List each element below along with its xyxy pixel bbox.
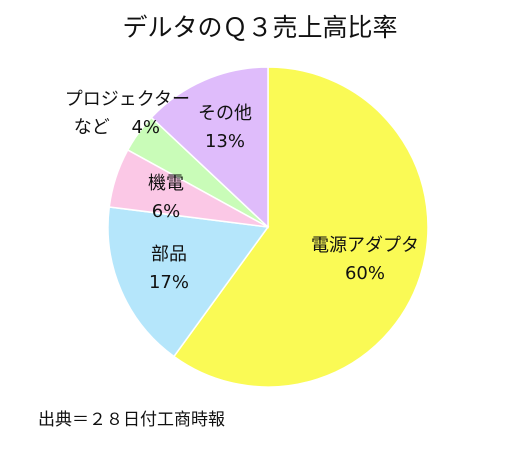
- chart-title: デルタのＱ３売上高比率: [122, 13, 398, 42]
- slice-name-projector: プロジェクター: [64, 89, 190, 110]
- slice-name-electromechanical: 機電: [148, 173, 184, 194]
- slice-name-other: その他: [198, 103, 252, 124]
- slice-power-adapter: [172, 66, 429, 388]
- slice-value-electromechanical: 6%: [151, 201, 181, 222]
- slice-value-other: 13%: [204, 131, 245, 152]
- slice-name-power-adapter: 電源アダプタ: [311, 235, 419, 256]
- slice-value-power-adapter: 60%: [344, 263, 385, 284]
- slice-parts: [107, 206, 270, 358]
- slice-name-projector-line2-wrap: など 4%: [40, 114, 190, 142]
- slice-name-parts: 部品: [151, 244, 187, 265]
- slice-label-other: その他 13%: [190, 100, 260, 156]
- source-note: 出典＝２８日付工商時報: [38, 410, 225, 430]
- slice-other: [150, 66, 269, 229]
- slice-value-parts: 17%: [148, 272, 189, 293]
- slice-label-electromechanical: 機電 6%: [131, 170, 201, 226]
- slice-name-projector-line2: など: [73, 117, 110, 138]
- slice-label-parts: 部品 17%: [134, 241, 204, 297]
- slice-label-power-adapter: 電源アダプタ 60%: [300, 232, 430, 288]
- slice-label-projector: プロジェクター など 4%: [40, 86, 190, 142]
- slice-value-projector: 4%: [131, 117, 160, 138]
